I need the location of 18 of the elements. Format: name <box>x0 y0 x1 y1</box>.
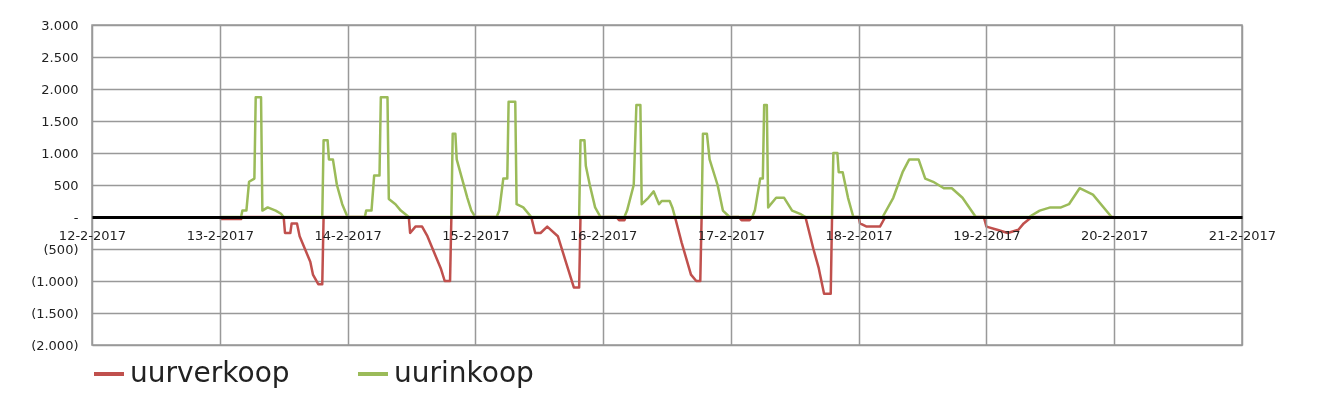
y-tick-label: 2.500 <box>41 49 79 65</box>
y-tick-label: 1.000 <box>41 145 79 161</box>
y-tick-label: (1.500) <box>31 305 79 321</box>
legend-label: uurverkoop <box>130 356 290 389</box>
x-tick-label: 20-2-2017 <box>1081 227 1149 243</box>
y-tick-label: (2.000) <box>31 337 79 353</box>
y-tick-label: 2.000 <box>41 81 79 97</box>
x-tick-label: 12-2-2017 <box>58 227 127 243</box>
y-tick-label: (1.000) <box>31 273 79 289</box>
y-tick-label: - <box>73 209 79 225</box>
x-tick-label: 19-2-2017 <box>953 227 1021 243</box>
legend-label: uurinkoop <box>394 356 534 389</box>
x-tick-label: 21-2-2017 <box>1208 227 1277 243</box>
y-tick-label: (500) <box>43 241 79 257</box>
y-tick-label: 1.500 <box>41 113 79 129</box>
y-tick-label: 500 <box>53 177 79 193</box>
x-tick-label: 13-2-2017 <box>186 227 254 243</box>
y-tick-label: 3.000 <box>41 17 79 33</box>
